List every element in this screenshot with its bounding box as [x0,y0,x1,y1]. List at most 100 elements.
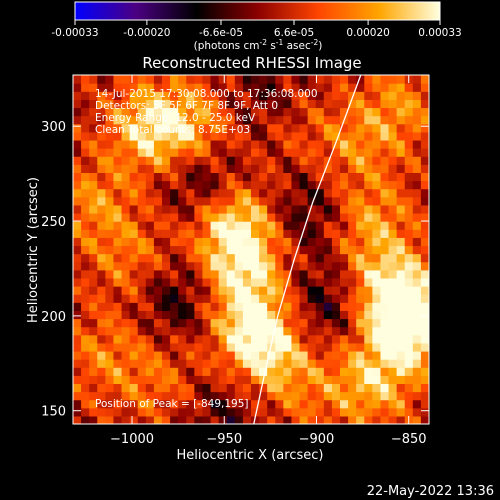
heatmap-cell [202,83,212,92]
x-tick-label: −1000 [110,432,154,447]
heatmap-cell [315,245,325,255]
heatmap-cell [380,83,390,92]
heatmap-cell [283,164,293,173]
heatmap-cell [299,148,309,157]
heatmap-cell [340,294,349,303]
heatmap-cell [404,318,414,328]
heatmap-cell [129,131,139,141]
heatmap-cell [153,237,163,247]
heatmap-cell [372,367,382,376]
heatmap-cell [242,326,252,336]
heatmap-cell [234,188,244,198]
heatmap-cell [340,277,349,287]
heatmap-cell [323,75,333,84]
heatmap-cell [259,123,268,133]
heatmap-cell [218,277,228,287]
heatmap-cell [145,188,155,198]
heatmap-cell [97,164,106,173]
heatmap-cell [162,156,171,165]
heatmap-cell [283,83,293,92]
heatmap-cell [356,204,365,214]
heatmap-cell [396,350,406,360]
heatmap-cell [194,253,204,263]
heatmap-cell [153,180,163,190]
heatmap-cell [121,148,131,157]
heatmap-cell [121,253,131,263]
heatmap-cell [307,286,317,295]
heatmap-cell [340,326,349,336]
heatmap-cell [121,277,131,287]
heatmap-cell [145,237,155,247]
heatmap-cell [113,196,123,206]
heatmap-cell [178,221,187,230]
heatmap-cell [210,83,220,92]
heatmap-cell [404,148,414,157]
colorbar-ticks: -0.00033 -0.00020 -6.6e-05 6.6e-05 0.00020 0.… [51,20,462,39]
heatmap-cell [396,286,406,295]
heatmap-cell [315,407,325,417]
heatmap-cell [267,367,276,376]
heatmap-cell [420,261,429,271]
heatmap-cell [307,310,317,320]
heatmap-cell [226,277,236,287]
heatmap-cell [404,212,414,222]
heatmap-cell [396,164,406,173]
heatmap-cell [153,277,163,287]
heatmap-cell [275,253,284,263]
heatmap-cell [81,253,90,263]
heatmap-cell [121,375,131,385]
heatmap-cell [267,237,276,247]
heatmap-cell [275,212,284,222]
heatmap-cell [81,204,90,214]
heatmap-cell [97,172,106,182]
heatmap-cell [356,407,365,417]
heatmap-cell [275,83,284,92]
heatmap-cell [340,131,349,141]
heatmap-cell [315,318,325,328]
heatmap-cell [105,359,115,368]
heatmap-cell [267,115,276,125]
heatmap-cell [234,277,244,287]
heatmap-cell [162,123,171,133]
heatmap-cell [275,302,284,311]
heatmap-cell [380,261,390,271]
heatmap-cell [380,375,390,385]
heatmap-cell [242,253,252,263]
heatmap-cell [178,326,187,336]
heatmap-cell [420,156,429,165]
heatmap-cell [348,269,357,279]
heatmap-cell [331,350,341,360]
heatmap-cell [356,302,365,311]
heatmap-cell [194,139,204,149]
heatmap-cell [283,237,293,247]
heatmap-cell [323,407,333,417]
heatmap-cell [170,342,179,352]
heatmap-cell [137,407,147,417]
heatmap-cell [105,237,115,247]
heatmap-cell [170,302,179,311]
heatmap-cell [364,180,373,190]
heatmap-cell [356,383,365,393]
heatmap-cell [364,229,373,238]
heatmap-cell [331,286,341,295]
heatmap-cell [170,399,179,409]
heatmap-cell [372,359,382,368]
heatmap-cell [372,399,382,409]
heatmap-cell [348,99,357,109]
heatmap-cell [420,302,429,311]
heatmap-cell [356,253,365,263]
heatmap-cell [178,83,187,92]
heatmap-cell [420,180,429,190]
heatmap-cell [242,286,252,295]
heatmap-cell [202,164,212,173]
heatmap-cell [153,253,163,263]
heatmap-cell [178,123,187,133]
heatmap-cell [202,399,212,409]
heatmap-cell [340,367,349,376]
heatmap-cell [307,359,317,368]
heatmap-cell [121,318,131,328]
heatmap-cell [194,172,204,182]
heatmap-cell [259,221,268,230]
heatmap-cell [251,156,260,165]
heatmap-cell [162,212,171,222]
